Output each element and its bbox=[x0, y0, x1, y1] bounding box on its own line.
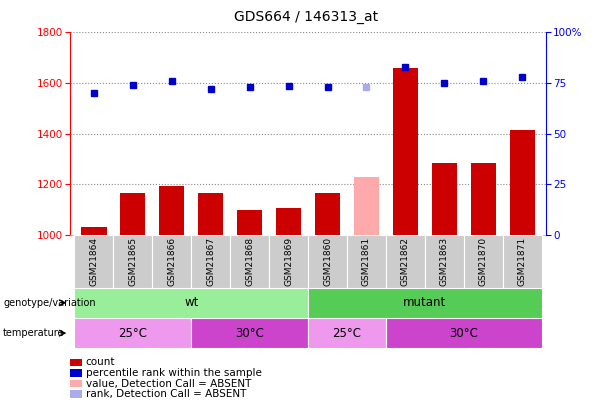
Text: GSM21867: GSM21867 bbox=[206, 237, 215, 286]
Bar bbox=[269, 235, 308, 288]
Text: GSM21871: GSM21871 bbox=[518, 237, 527, 286]
Bar bbox=[198, 193, 223, 235]
Bar bbox=[471, 163, 496, 235]
Bar bbox=[152, 235, 191, 288]
Text: GSM21861: GSM21861 bbox=[362, 237, 371, 286]
Text: 30°C: 30°C bbox=[449, 326, 478, 340]
Text: GSM21866: GSM21866 bbox=[167, 237, 177, 286]
Bar bbox=[159, 185, 185, 235]
Bar bbox=[308, 318, 386, 348]
Bar bbox=[81, 227, 107, 235]
Bar bbox=[237, 210, 262, 235]
Text: 25°C: 25°C bbox=[118, 326, 147, 340]
Text: rank, Detection Call = ABSENT: rank, Detection Call = ABSENT bbox=[86, 389, 246, 399]
Bar bbox=[308, 288, 542, 318]
Bar bbox=[354, 177, 379, 235]
Bar bbox=[74, 235, 113, 288]
Text: 25°C: 25°C bbox=[332, 326, 362, 340]
Text: count: count bbox=[86, 358, 115, 367]
Text: GSM21860: GSM21860 bbox=[323, 237, 332, 286]
Bar bbox=[74, 318, 191, 348]
Bar bbox=[503, 235, 542, 288]
Bar bbox=[432, 163, 457, 235]
Text: value, Detection Call = ABSENT: value, Detection Call = ABSENT bbox=[86, 379, 251, 388]
Bar bbox=[230, 235, 269, 288]
Text: genotype/variation: genotype/variation bbox=[3, 298, 96, 308]
Text: GSM21870: GSM21870 bbox=[479, 237, 488, 286]
Bar bbox=[113, 235, 152, 288]
Text: 30°C: 30°C bbox=[235, 326, 264, 340]
Bar bbox=[120, 193, 145, 235]
Bar bbox=[425, 235, 464, 288]
Bar bbox=[308, 235, 347, 288]
Bar bbox=[347, 235, 386, 288]
Text: wt: wt bbox=[184, 296, 199, 309]
Text: percentile rank within the sample: percentile rank within the sample bbox=[86, 368, 262, 378]
Text: GSM21869: GSM21869 bbox=[284, 237, 293, 286]
Bar bbox=[509, 130, 535, 235]
Bar bbox=[315, 193, 340, 235]
Text: mutant: mutant bbox=[403, 296, 446, 309]
Text: GSM21865: GSM21865 bbox=[128, 237, 137, 286]
Bar bbox=[191, 318, 308, 348]
Text: GDS664 / 146313_at: GDS664 / 146313_at bbox=[234, 10, 379, 24]
Bar bbox=[386, 318, 542, 348]
Bar bbox=[74, 288, 308, 318]
Text: GSM21863: GSM21863 bbox=[440, 237, 449, 286]
Text: temperature: temperature bbox=[3, 328, 64, 338]
Text: GSM21868: GSM21868 bbox=[245, 237, 254, 286]
Bar bbox=[276, 208, 301, 235]
Bar bbox=[191, 235, 230, 288]
Text: GSM21862: GSM21862 bbox=[401, 237, 410, 286]
Text: GSM21864: GSM21864 bbox=[89, 237, 98, 286]
Bar bbox=[393, 68, 418, 235]
Bar bbox=[386, 235, 425, 288]
Bar bbox=[464, 235, 503, 288]
